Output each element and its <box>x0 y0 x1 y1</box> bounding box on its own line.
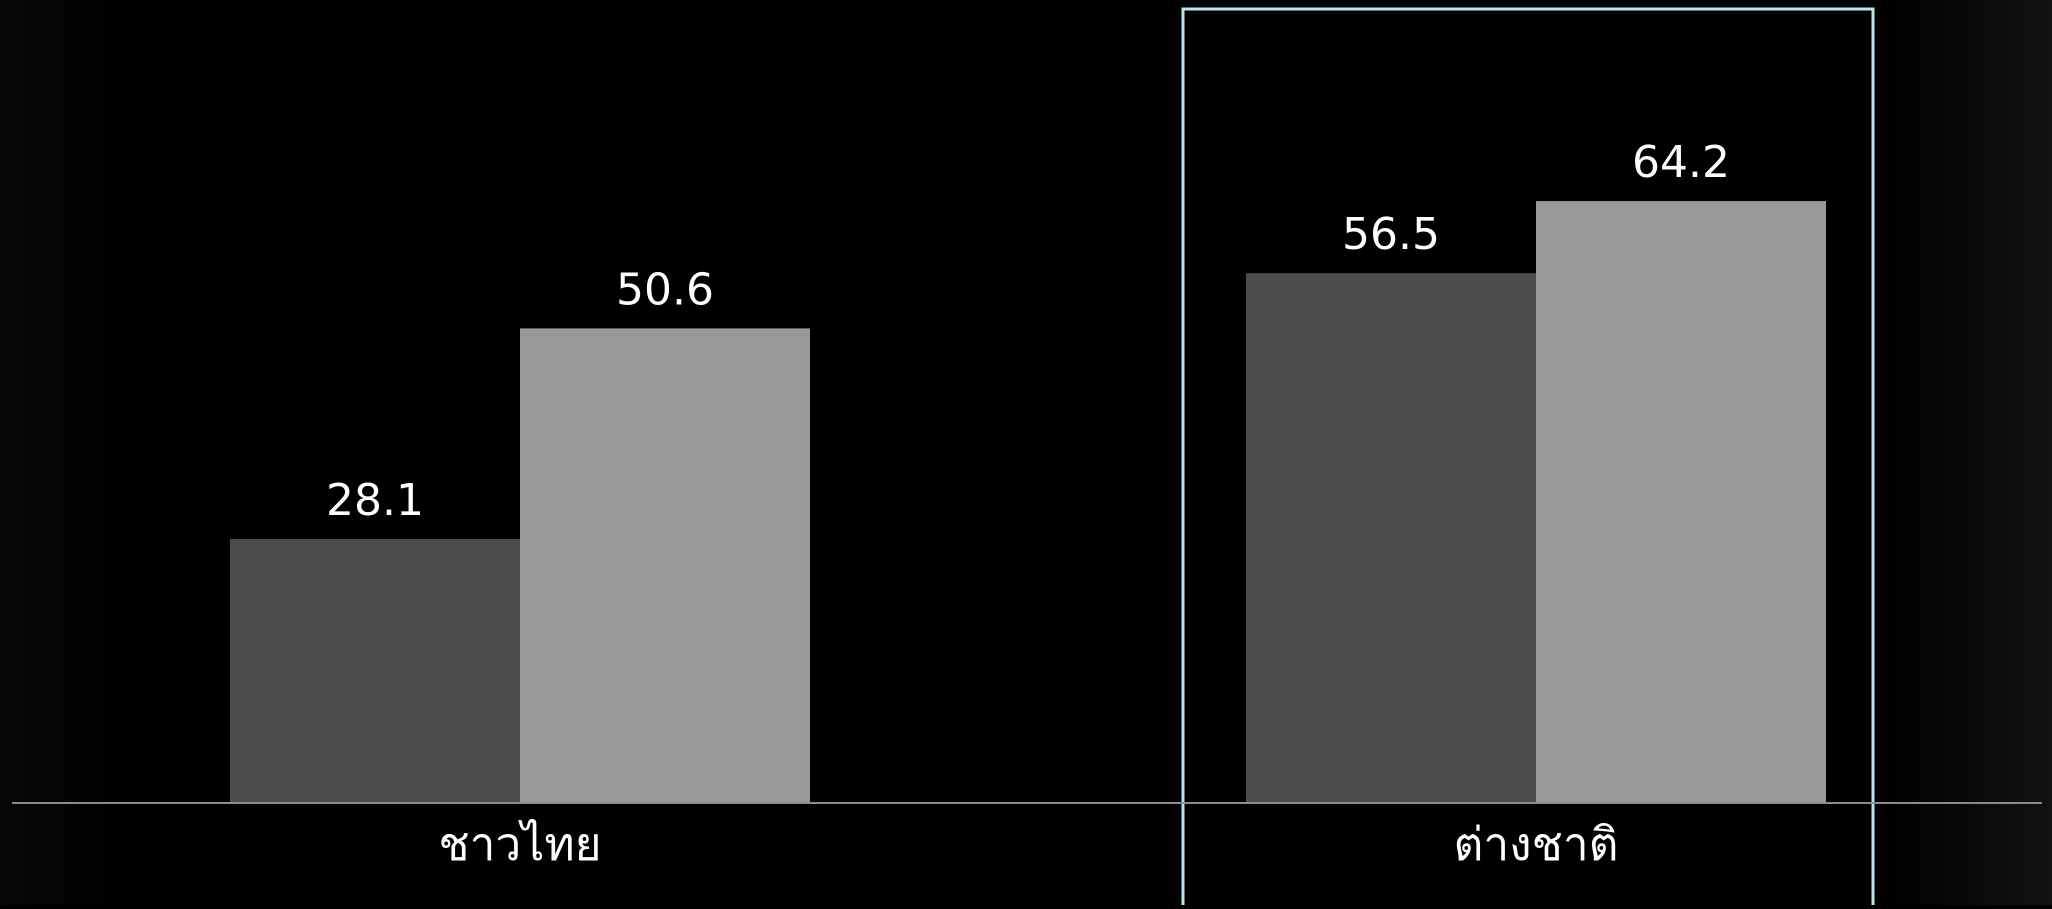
bar-ต่างชาติ-0 <box>1246 273 1536 802</box>
value-label: 28.1 <box>326 475 424 526</box>
category-label: ชาวไทย <box>438 817 601 871</box>
value-label: 50.6 <box>616 264 714 315</box>
bar-ชาวไทย-1 <box>520 328 810 802</box>
category-label: ต่างชาติ <box>1453 817 1618 871</box>
bar-ชาวไทย-0 <box>230 538 520 802</box>
labels-layer: 28.1 56.5 50.6 64.2 <box>326 137 1730 526</box>
bars-layer <box>230 201 1826 802</box>
bar-ต่างชาติ-1 <box>1536 201 1826 802</box>
value-label: 64.2 <box>1632 137 1730 188</box>
highlight-frame <box>1181 7 1875 909</box>
value-label: 56.5 <box>1342 209 1440 260</box>
